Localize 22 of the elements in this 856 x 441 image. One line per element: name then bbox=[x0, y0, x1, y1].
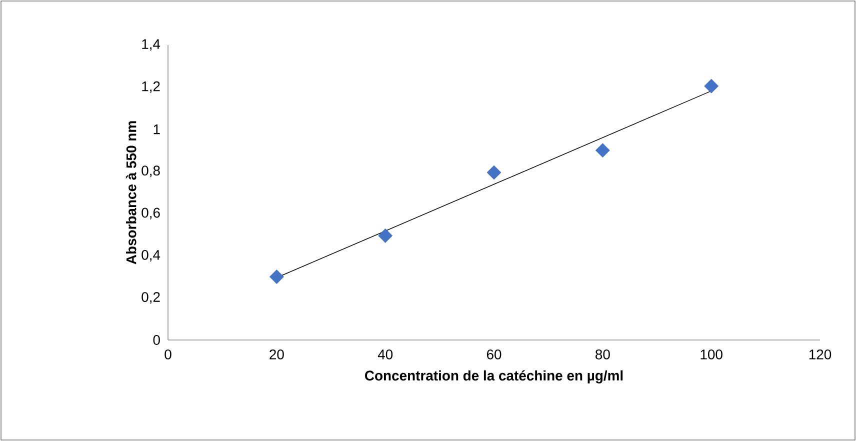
point bbox=[704, 78, 719, 94]
y-tick-label: 1,2 bbox=[142, 81, 160, 93]
x-tick-label: 60 bbox=[486, 349, 502, 360]
y-tick-label: 0,6 bbox=[142, 208, 160, 220]
y-tick-label: 1,4 bbox=[142, 39, 160, 51]
y-tick-label: 1 bbox=[154, 124, 160, 134]
x-tick-label: 80 bbox=[596, 349, 610, 360]
y-tick-label: 0,8 bbox=[142, 166, 160, 178]
y-axis-title: Absorbance à 550 nm bbox=[126, 121, 136, 264]
y-tick-label: 0,2 bbox=[142, 292, 160, 304]
x-tick-label: 20 bbox=[270, 349, 284, 360]
point bbox=[486, 165, 502, 180]
point bbox=[595, 143, 610, 158]
x-tick-label: 120 bbox=[809, 349, 832, 360]
point bbox=[269, 270, 284, 284]
y-tick-label: 0,4 bbox=[142, 250, 160, 262]
x-tick-label: 40 bbox=[378, 349, 393, 360]
x-tick-label: 100 bbox=[700, 349, 722, 360]
x-axis-title: Concentration de la catéchine en µg/ml bbox=[365, 370, 623, 384]
y-tick-label: 0 bbox=[153, 335, 160, 345]
x-tick-label: 0 bbox=[164, 349, 172, 360]
point bbox=[378, 228, 393, 243]
